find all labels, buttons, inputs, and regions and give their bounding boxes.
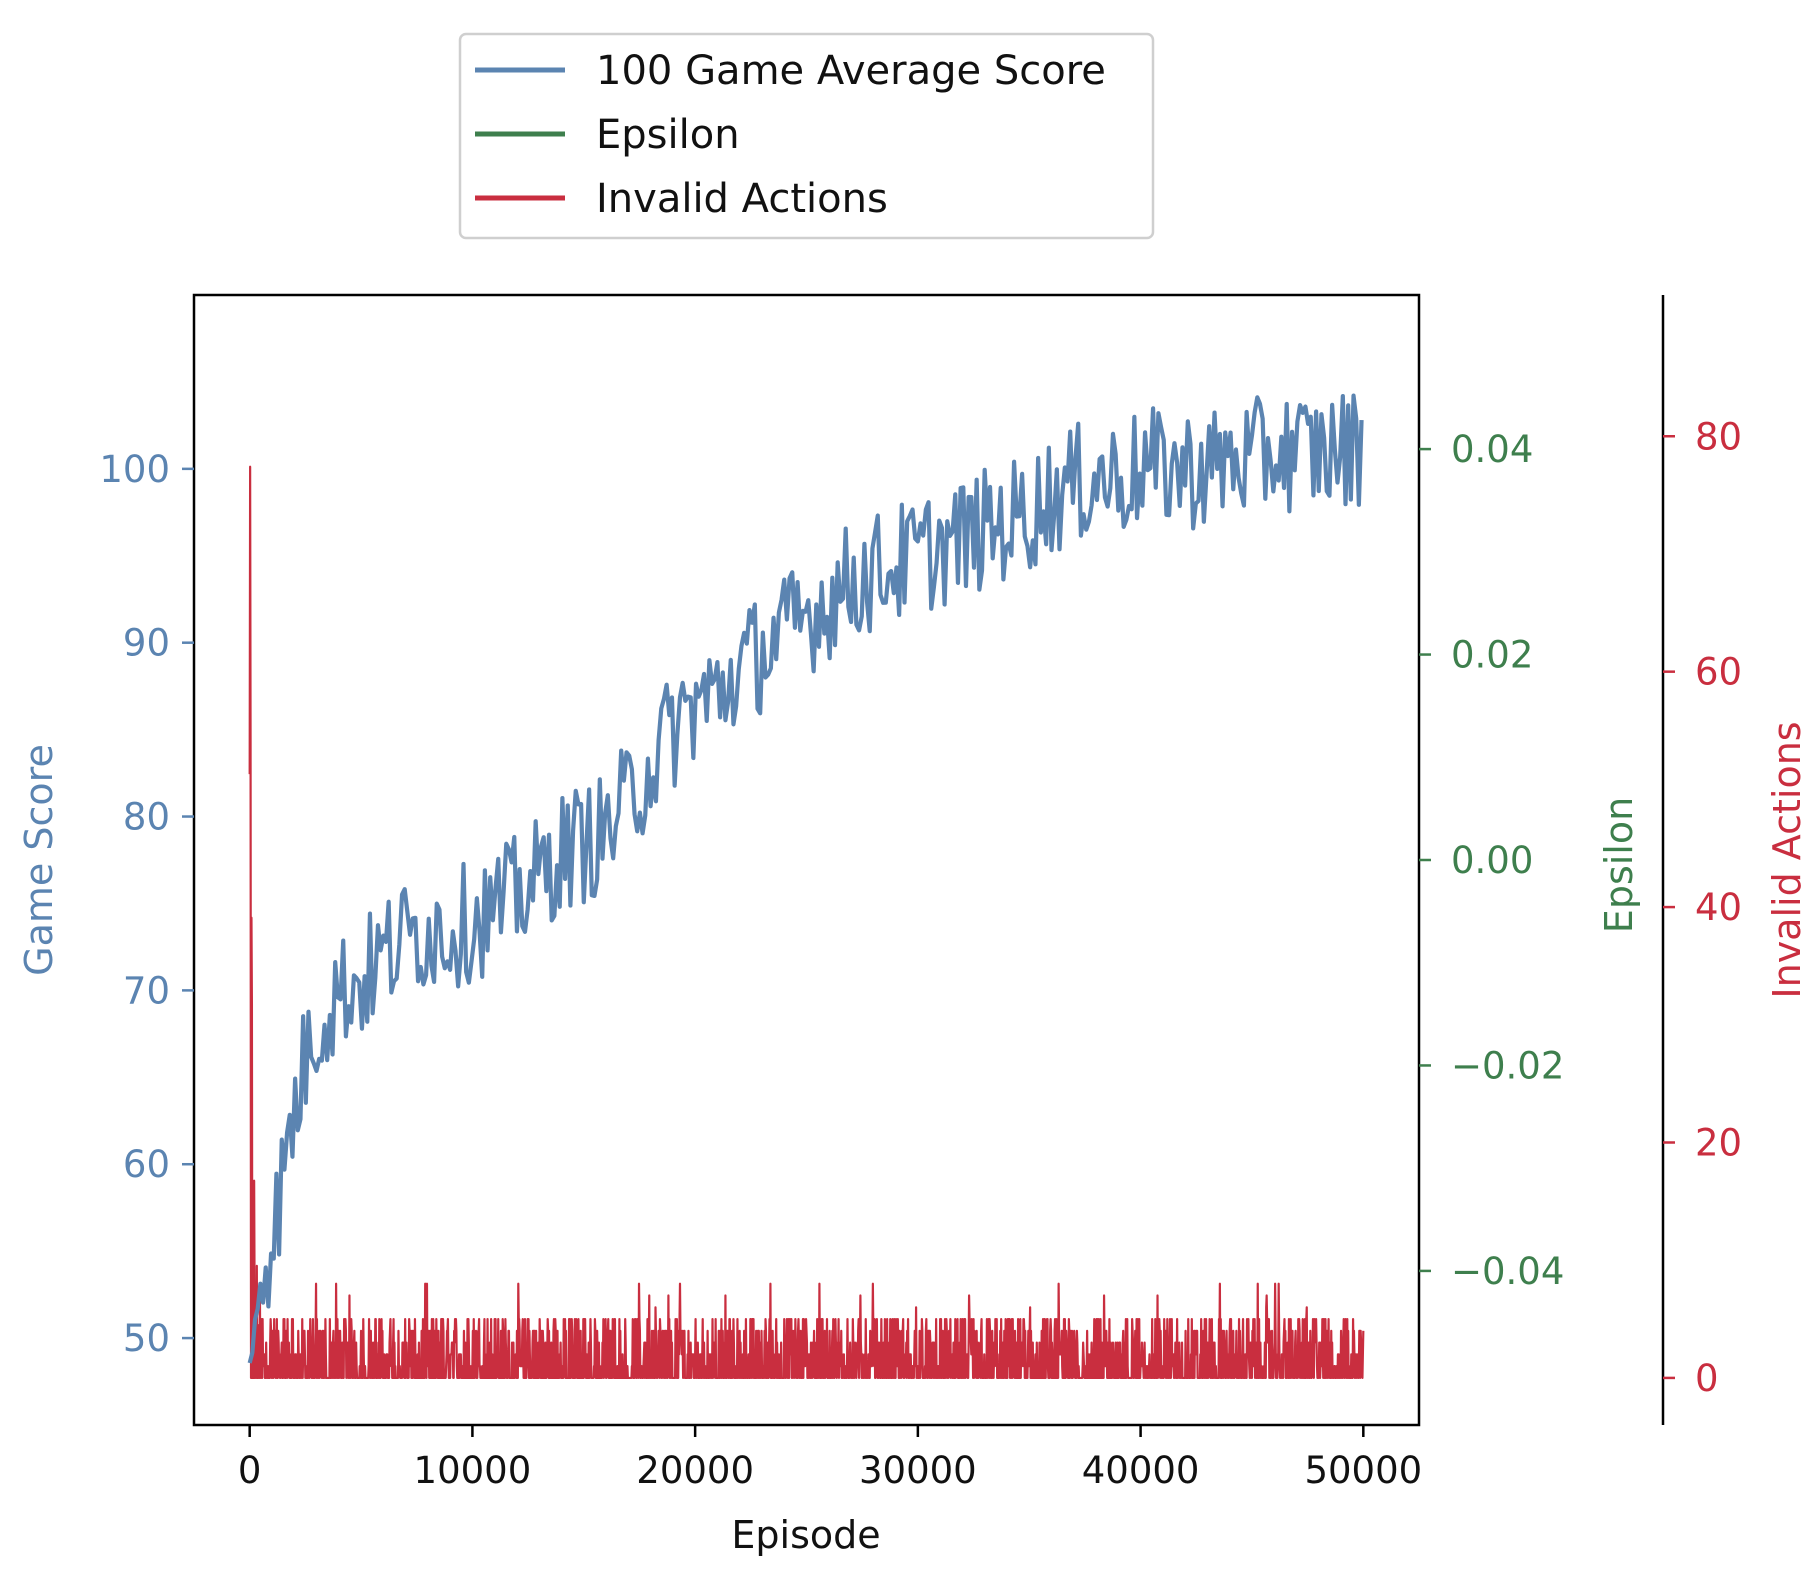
- y-epsilon-tick-label: 0.02: [1451, 634, 1533, 677]
- y-epsilon-tick-label: 0.04: [1451, 428, 1533, 471]
- x-tick-label: 20000: [636, 1449, 754, 1492]
- x-tick-label: 40000: [1082, 1449, 1200, 1492]
- legend-label-epsilon: Epsilon: [596, 112, 740, 158]
- tick-layer: 0 10000 20000 30000 40000 50000 50 60 70 80 90 100 0…: [99, 415, 1742, 1492]
- y-invalid-tick-label: 60: [1695, 651, 1742, 694]
- y-left-tick-label: 70: [123, 969, 170, 1012]
- x-tick-label: 30000: [859, 1449, 977, 1492]
- x-tick-label: 50000: [1304, 1449, 1422, 1492]
- x-tick-label: 10000: [414, 1449, 532, 1492]
- y-left-tick-label: 80: [123, 796, 170, 839]
- y-left-tick-label: 60: [123, 1143, 170, 1186]
- y-invalid-tick-label: 80: [1695, 415, 1742, 458]
- y-axis-title-game-score: Game Score: [17, 744, 61, 976]
- y-invalid-tick-label: 40: [1695, 886, 1742, 929]
- legend-label-invalid-actions: Invalid Actions: [596, 176, 888, 222]
- y-epsilon-tick-label: −0.02: [1451, 1044, 1564, 1087]
- y-invalid-tick-label: 20: [1695, 1122, 1742, 1165]
- series-invalid-actions-line: [248, 465, 1365, 1380]
- y-epsilon-tick-label: −0.04: [1451, 1250, 1564, 1293]
- y-axis-title-epsilon: Epsilon: [1597, 797, 1641, 933]
- legend-label-score: 100 Game Average Score: [596, 48, 1106, 94]
- y-left-tick-label: 50: [123, 1317, 170, 1360]
- series-layer: [247, 393, 1365, 1380]
- legend: 100 Game Average Score Epsilon Invalid A…: [458, 32, 1155, 240]
- y-invalid-tick-label: 0: [1695, 1357, 1719, 1400]
- x-tick-label: 0: [238, 1449, 262, 1492]
- y-left-tick-label: 100: [99, 448, 170, 491]
- series-score-line: [247, 393, 1364, 1364]
- legend-box: [458, 32, 1155, 240]
- y-left-tick-label: 90: [123, 622, 170, 665]
- y-axis-title-invalid-actions: Invalid Actions: [1765, 721, 1809, 998]
- y-epsilon-tick-label: 0.00: [1451, 839, 1533, 882]
- x-axis-title: Episode: [731, 1513, 880, 1557]
